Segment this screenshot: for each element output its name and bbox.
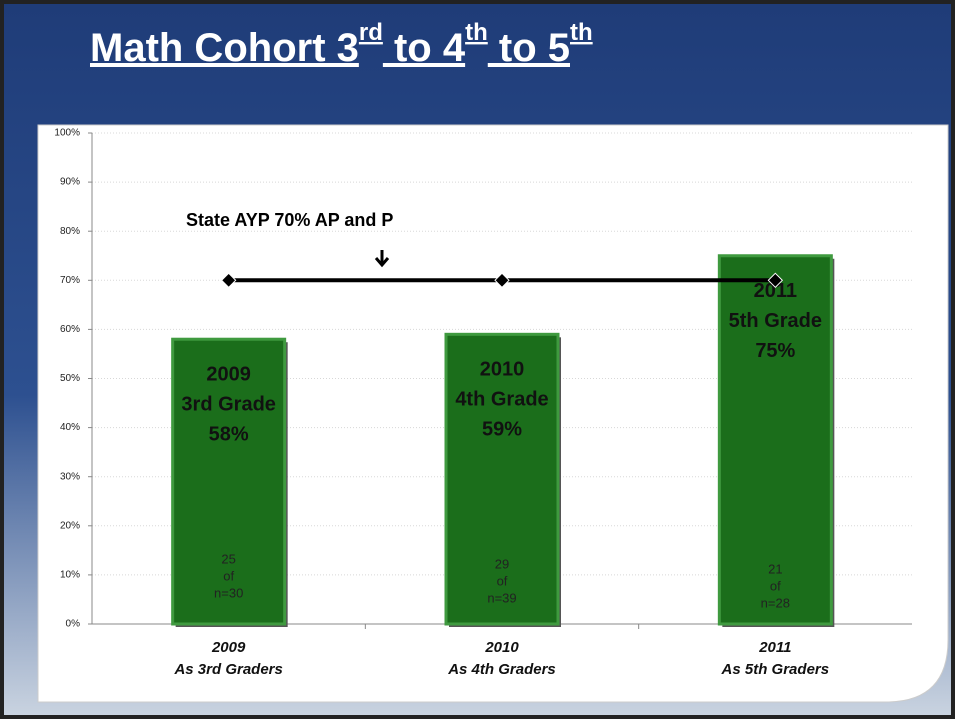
y-tick-label: 0%	[66, 619, 81, 630]
bar-grade: 3rd Grade	[181, 394, 275, 416]
title-part: rd	[359, 19, 383, 46]
bar-grade: 4th Grade	[455, 389, 548, 411]
bar-year: 2009	[206, 364, 251, 386]
count-label: of	[223, 568, 234, 583]
y-tick-label: 40%	[60, 422, 80, 433]
title-part: to 5	[488, 26, 570, 70]
annotation-arrow	[374, 250, 390, 268]
y-tick-label: 100%	[54, 128, 80, 139]
count-label: of	[770, 578, 781, 593]
bar-grade: 5th Grade	[729, 310, 822, 332]
y-tick-label: 70%	[60, 275, 80, 286]
count-label: n=39	[487, 590, 516, 605]
x-tick-label: 2009	[211, 639, 246, 656]
x-tick-label: 2010	[484, 639, 519, 656]
title-part: th	[465, 19, 488, 46]
x-tick-sublabel: As 4th Graders	[447, 661, 556, 678]
title-part: to 4	[383, 26, 466, 70]
title-part: Math Cohort 3	[90, 26, 359, 70]
chart: 0% 10% 20% 30% 40% 50% 60% 70% 80% 90% 100% 2009 3rd…	[54, 128, 912, 678]
y-tick-label: 20%	[60, 520, 80, 531]
bar-year: 2010	[480, 359, 525, 381]
ayp-marker	[494, 272, 510, 289]
bar	[717, 254, 833, 626]
bar-year: 2011	[754, 280, 797, 302]
value-label: 58%	[209, 424, 249, 446]
y-tick-label: 60%	[60, 324, 80, 335]
annotation: State AYP 70% AP and P	[186, 210, 393, 230]
title: Math Cohort 3rd to 4th to 5th	[90, 19, 593, 70]
bar	[171, 337, 287, 626]
x-tick-sublabel: As 3rd Graders	[173, 661, 282, 678]
title-part: th	[570, 19, 593, 46]
value-label: 75%	[755, 340, 795, 362]
y-tick-label: 90%	[60, 177, 80, 188]
y-tick-label: 80%	[60, 226, 80, 237]
bar	[444, 332, 560, 626]
ayp-marker	[767, 272, 784, 289]
y-tick-label: 10%	[60, 570, 80, 581]
x-tick-label: 2011	[758, 639, 791, 656]
y-tick-label: 30%	[60, 471, 80, 482]
count-label: 25	[221, 551, 235, 566]
count-label: n=28	[761, 595, 790, 610]
count-label: 29	[495, 556, 509, 571]
count-label: n=30	[214, 585, 243, 600]
count-label: of	[497, 573, 508, 588]
count-label: 21	[768, 561, 782, 576]
x-tick-sublabel: As 5th Graders	[721, 661, 830, 678]
value-label: 59%	[482, 419, 522, 441]
y-tick-label: 50%	[60, 373, 80, 384]
ayp-marker	[220, 272, 237, 289]
